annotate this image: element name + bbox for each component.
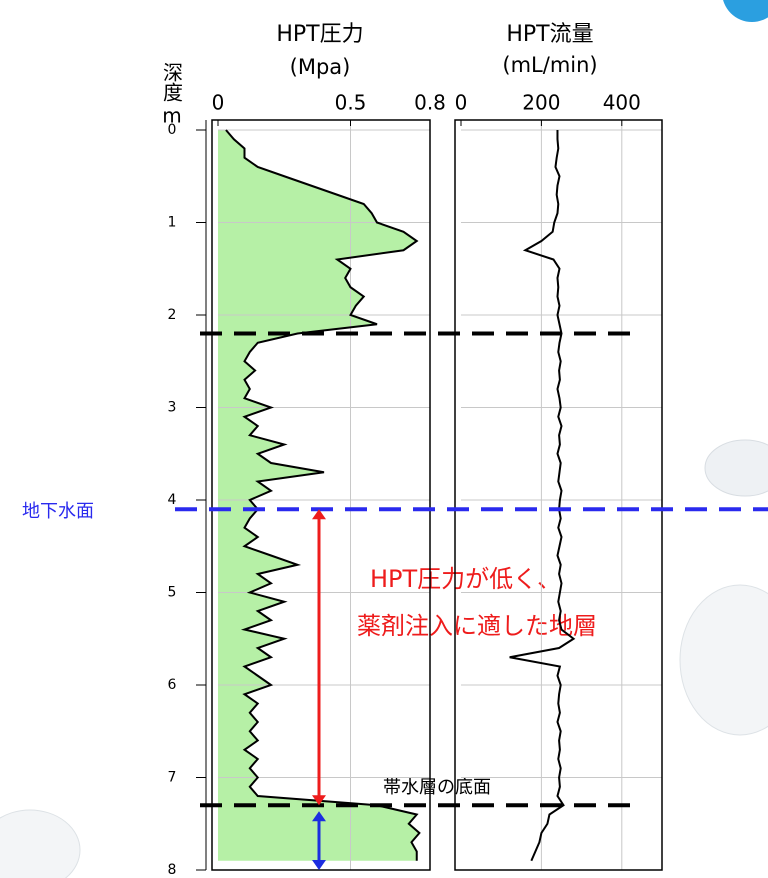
x-tick-label: 0.5 bbox=[335, 91, 367, 115]
x-tick-label: 0 bbox=[212, 91, 225, 115]
annotation: HPT圧力が低く、 bbox=[370, 565, 561, 593]
y-tick-label: 3 bbox=[168, 400, 177, 416]
decor-logo bbox=[722, 0, 768, 22]
panel-unit: (Mpa) bbox=[290, 55, 351, 79]
decor-bubble bbox=[0, 810, 80, 878]
panel-unit: (mL/min) bbox=[502, 53, 597, 77]
aquifer-bottom-label: 帯水層の底面 bbox=[383, 777, 491, 798]
y-tick-label: 2 bbox=[168, 307, 177, 323]
y-tick-label: 5 bbox=[168, 585, 177, 601]
y-tick-label: 6 bbox=[168, 677, 177, 693]
y-tick-label: 8 bbox=[168, 862, 177, 878]
y-tick-label: 0 bbox=[168, 122, 177, 138]
x-tick-label: 400 bbox=[603, 91, 641, 115]
panel-title: HPT圧力 bbox=[276, 22, 363, 47]
bottom-arrow-head bbox=[312, 860, 326, 870]
panel-title: HPT流量 bbox=[506, 22, 593, 47]
x-tick-label: 0.8 bbox=[414, 91, 446, 115]
x-tick-label: 0 bbox=[455, 91, 468, 115]
y-tick-label: 1 bbox=[168, 215, 177, 231]
x-tick-label: 200 bbox=[522, 91, 560, 115]
depth-label: 深度 bbox=[160, 62, 184, 102]
y-tick-label: 7 bbox=[168, 770, 177, 786]
decor-bubble bbox=[705, 440, 768, 496]
water-table-label: 地下水面 bbox=[22, 501, 94, 522]
decor-bubble bbox=[680, 585, 768, 735]
chart: 深度 m HPT圧力 (Mpa) HPT流量 (mL/min) 地下水面 帯水層… bbox=[0, 0, 768, 878]
y-tick-label: 4 bbox=[168, 492, 177, 508]
